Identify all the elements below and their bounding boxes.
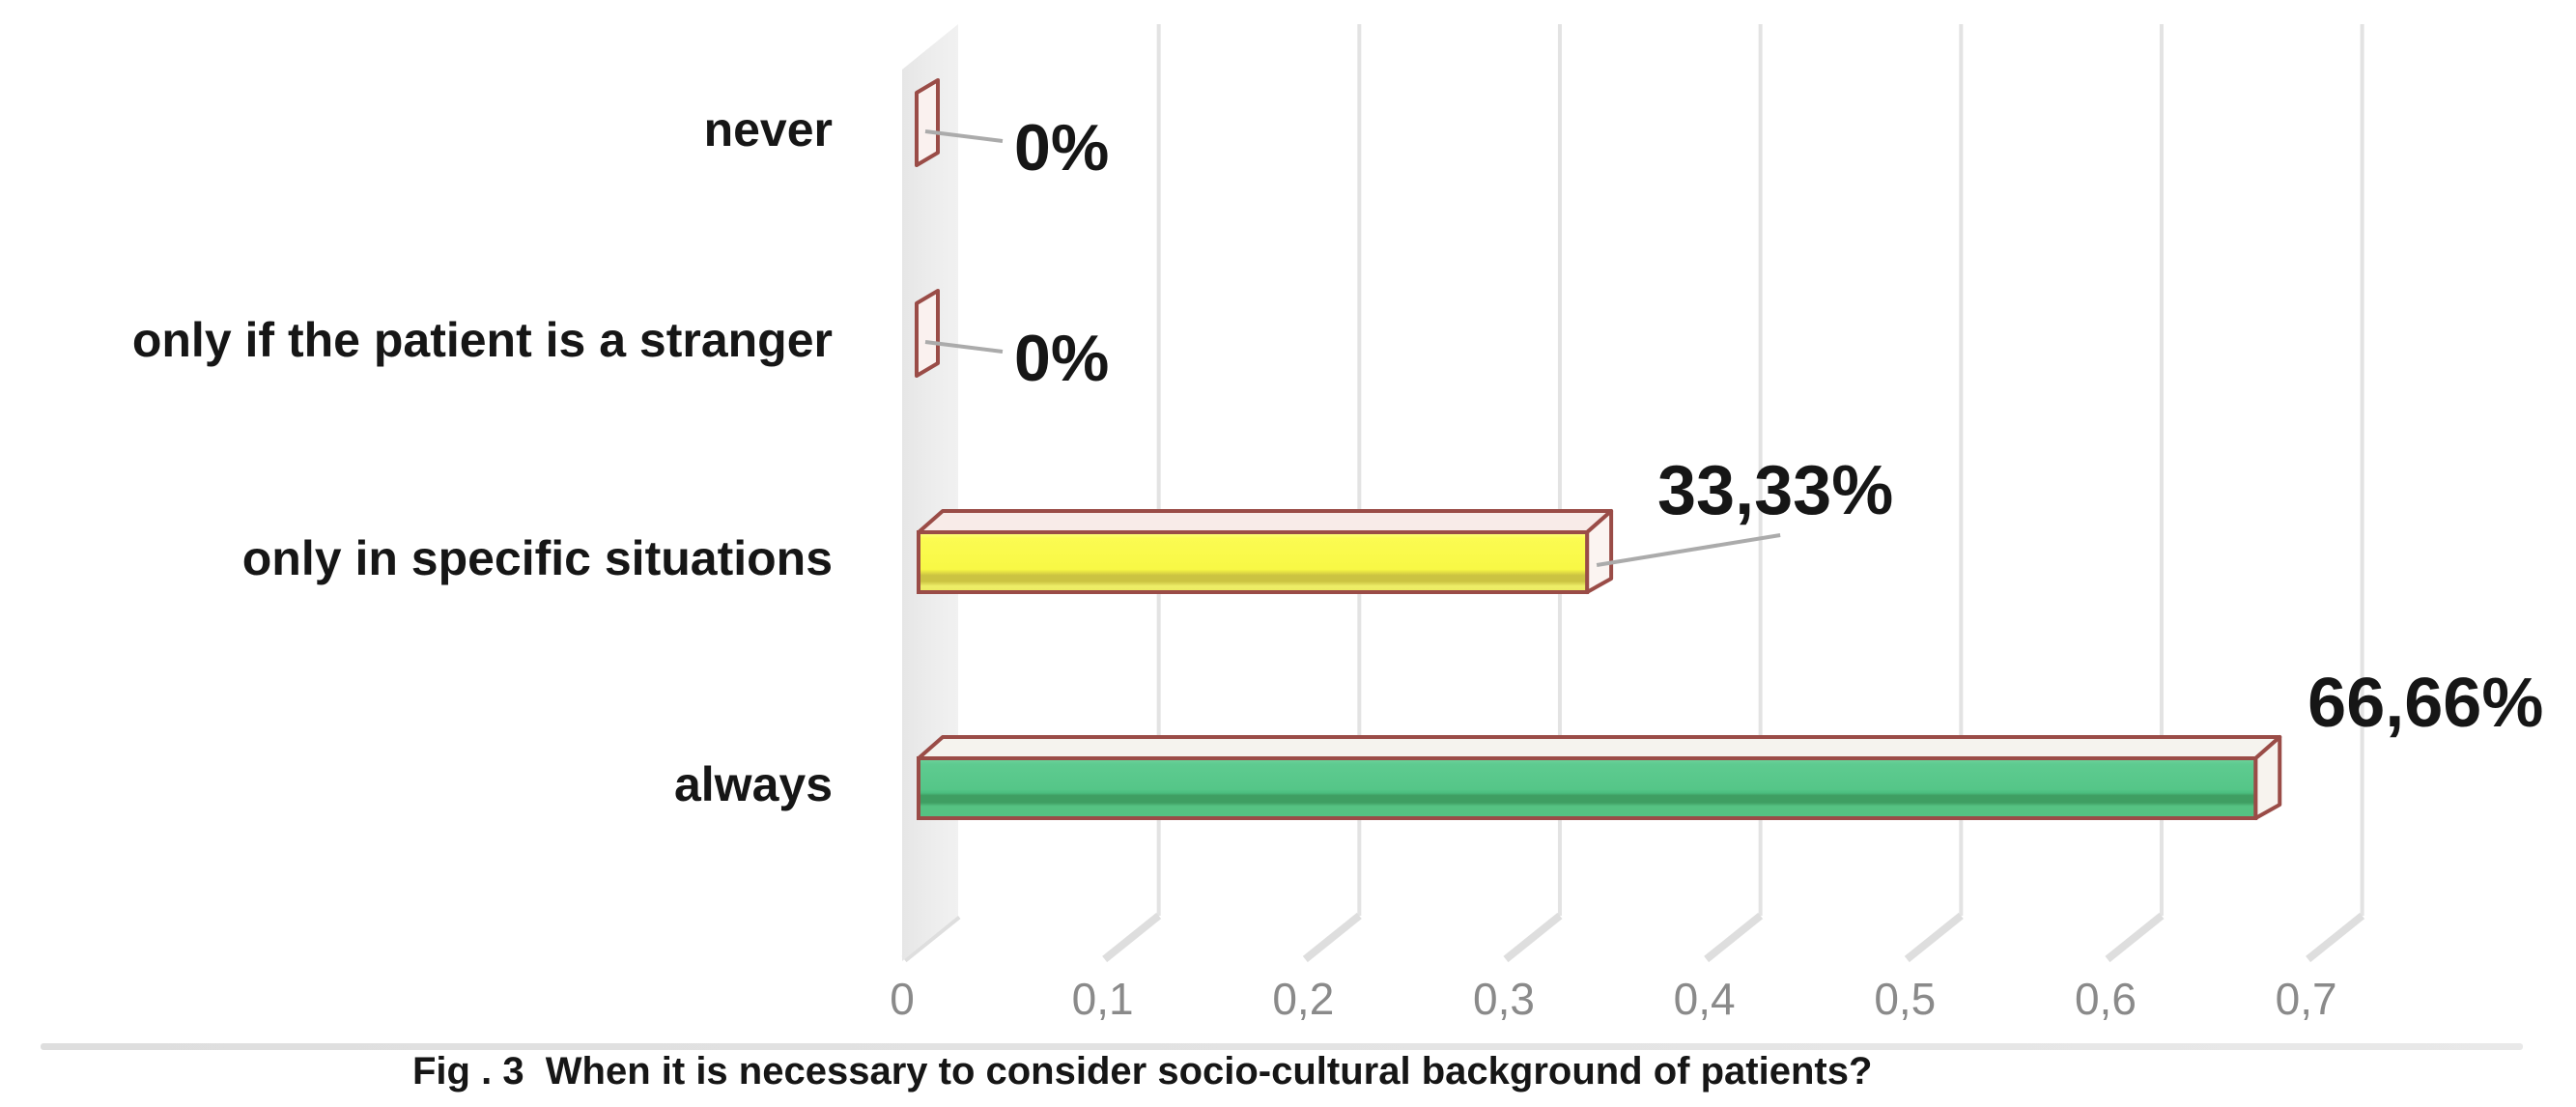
leader-lines-group [924, 129, 1781, 567]
bar-front-face [917, 530, 1590, 594]
value-label-stranger: 0% [1014, 322, 1109, 395]
gridline-foot [1704, 912, 1764, 963]
category-label-specific-situations: only in specific situations [242, 531, 833, 585]
bar-stranger [915, 289, 940, 378]
value-labels-group: 0% 0% 33,33% 66,66% [1014, 111, 2543, 742]
x-tick-label: 0,7 [2276, 974, 2337, 1024]
gridline-foot [1302, 912, 1362, 963]
x-tick-label: 0 [890, 974, 915, 1024]
value-label-always: 66,66% [2307, 665, 2543, 742]
bar-front-face [917, 756, 2258, 820]
category-label-always: always [674, 757, 833, 811]
gridline-foot [2105, 912, 2165, 963]
divider-line [41, 1043, 2523, 1050]
x-tick-label: 0,6 [2075, 974, 2137, 1024]
figure-caption: Fig . 3 When it is necessary to consider… [412, 1050, 1873, 1093]
value-label-never: 0% [1014, 111, 1109, 184]
zero-bar-sliver [915, 289, 940, 378]
bar-always [917, 735, 2282, 820]
gridline-foot [1102, 912, 1162, 963]
bars-group [915, 78, 2282, 820]
bar-top-face [917, 509, 1614, 534]
value-label-specific-situations: 33,33% [1657, 452, 1893, 529]
category-labels-group: never only if the patient is a stranger on… [132, 102, 833, 811]
gridline-foot [1904, 912, 1964, 963]
chart-wall [902, 24, 958, 961]
leader-line [924, 129, 1004, 143]
bar-top-face [917, 735, 2282, 760]
bar-never [915, 78, 940, 167]
bar-specific-situations [917, 509, 1614, 594]
x-tick-label: 0,1 [1072, 974, 1134, 1024]
x-tick-label: 0,4 [1674, 974, 1736, 1024]
gridline-foot [1503, 912, 1563, 963]
x-tick-label: 0,5 [1874, 974, 1936, 1024]
category-label-stranger: only if the patient is a stranger [132, 313, 833, 367]
x-tick-label: 0,3 [1473, 974, 1535, 1024]
zero-bar-sliver [915, 78, 940, 167]
x-tick-label: 0,2 [1272, 974, 1334, 1024]
leader-line [1596, 533, 1781, 567]
category-label-never: never [704, 102, 833, 156]
gridline-foot [2306, 912, 2365, 963]
x-axis-labels-group: 0 0,1 0,2 0,3 0,4 0,5 0,6 0,7 [890, 974, 2336, 1024]
leader-line [924, 340, 1004, 354]
